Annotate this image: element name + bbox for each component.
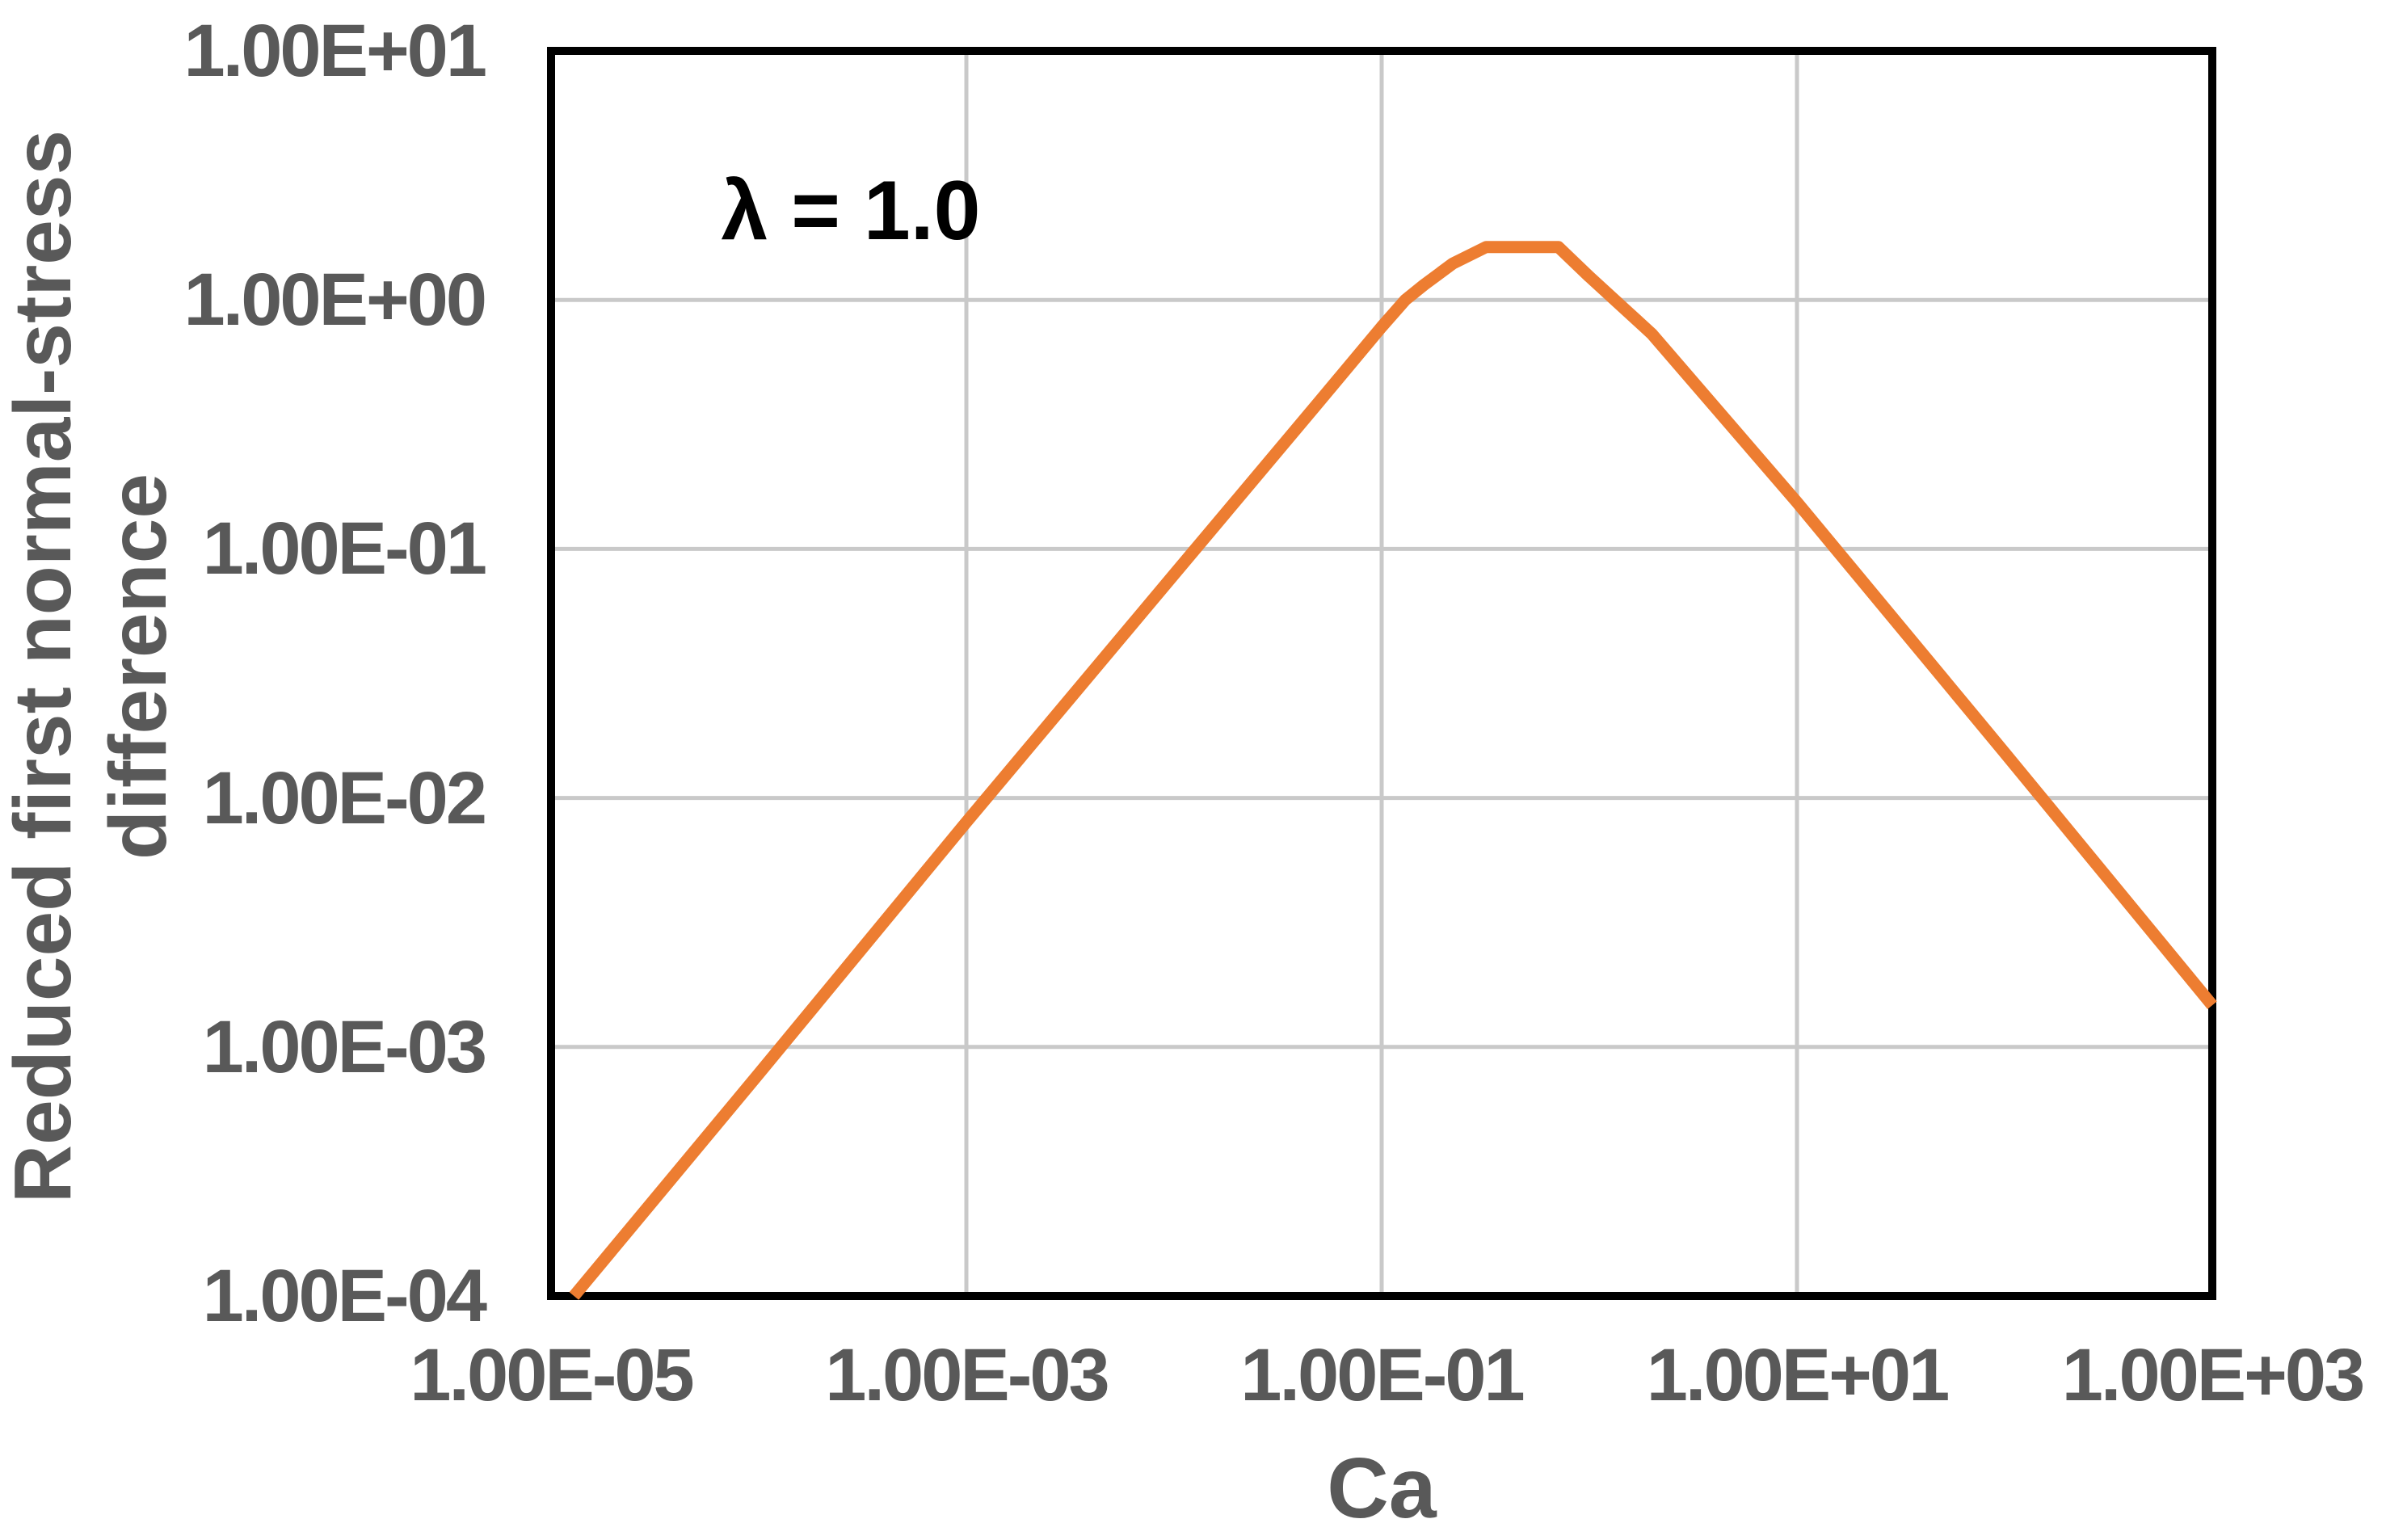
y-axis-title-line1: Reduced first normal-stress [0, 129, 88, 1204]
x-axis-title: Ca [1327, 1441, 1437, 1536]
y-tick-label: 1.00E-03 [202, 1006, 487, 1088]
y-axis-title: Reduced first normal-stress difference [0, 130, 186, 1203]
y-tick-label: 1.00E-01 [202, 507, 487, 590]
series-line [569, 241, 2217, 1300]
y-tick-label: 1.00E-04 [202, 1255, 487, 1337]
lambda-annotation: λ = 1.0 [721, 164, 981, 258]
y-tick-label: 1.00E+01 [183, 10, 487, 92]
y-tick-label: 1.00E+00 [183, 259, 487, 341]
x-tick-label: 1.00E-01 [1240, 1334, 1525, 1416]
x-tick-label: 1.00E-03 [825, 1334, 1109, 1416]
x-tick-label: 1.00E+01 [1646, 1334, 1950, 1416]
y-tick-label: 1.00E-02 [202, 757, 487, 839]
plot-border [547, 47, 2216, 1300]
x-tick-label: 1.00E-05 [410, 1334, 694, 1416]
x-tick-label: 1.00E+03 [2061, 1334, 2365, 1416]
y-axis-title-line2: difference [93, 473, 183, 860]
